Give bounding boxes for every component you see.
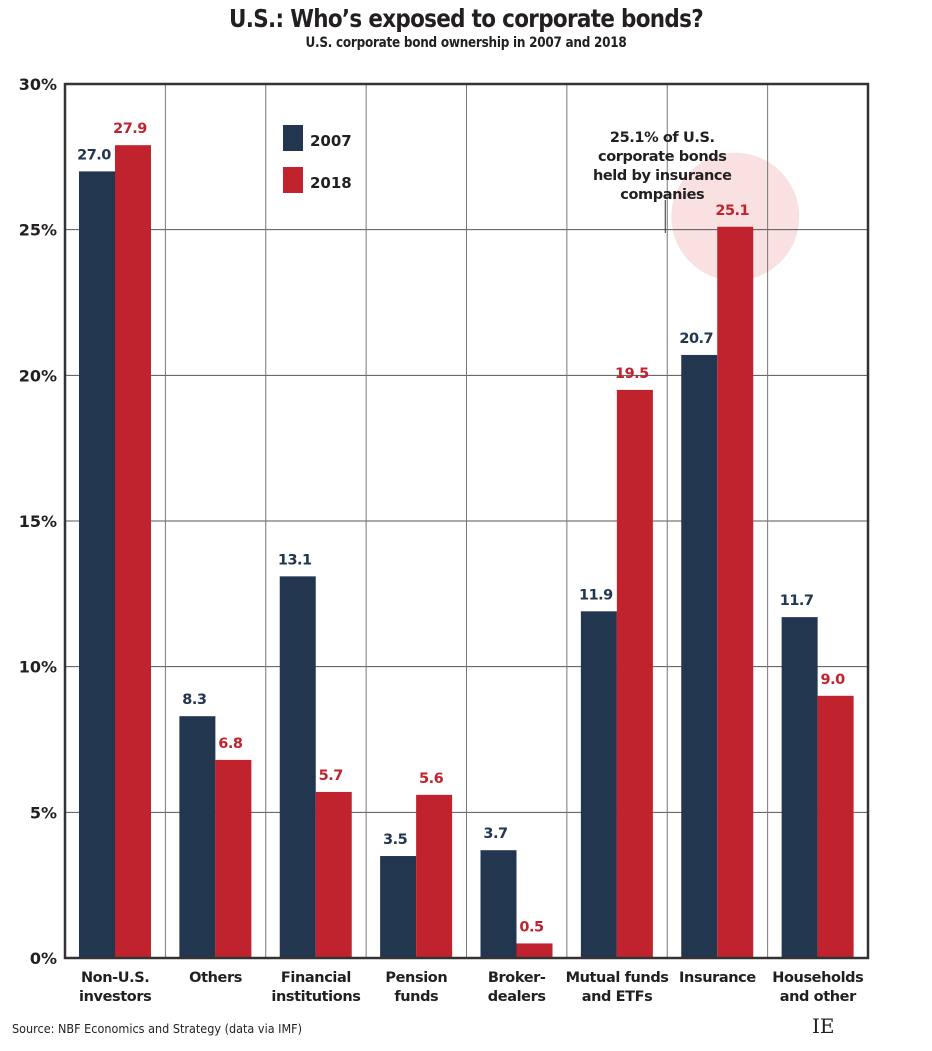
- bar-2007: [781, 617, 818, 958]
- bar-2018: [215, 759, 252, 958]
- legend-swatch-2018: [283, 167, 303, 193]
- y-tick-label: 20%: [19, 366, 57, 385]
- bar-2018: [817, 695, 854, 958]
- bar-2018: [717, 226, 754, 959]
- y-tick-label: 10%: [19, 658, 57, 677]
- y-tick-label: 5%: [30, 803, 57, 822]
- legend-label-2007: 2007: [310, 132, 352, 150]
- bar-2018: [416, 794, 453, 958]
- x-tick-label: Insurance: [679, 970, 756, 986]
- bar-2018: [315, 791, 352, 958]
- bar-2018: [516, 943, 553, 958]
- source-note: Source: NBF Economics and Strategy (data…: [12, 1021, 303, 1036]
- data-label-2007: 3.5: [383, 832, 408, 848]
- bar-2007: [380, 856, 417, 958]
- x-tick-label: Households: [772, 970, 863, 986]
- bar-2007: [179, 716, 216, 958]
- legend-swatch-2007: [283, 125, 303, 151]
- bar-2007: [480, 850, 517, 958]
- x-tick-label: Broker-: [488, 970, 546, 986]
- data-label-2007: 3.7: [483, 826, 507, 842]
- y-tick-label: 15%: [19, 512, 57, 531]
- x-tick-label: Others: [189, 970, 242, 986]
- x-tick-label: institutions: [271, 989, 360, 1005]
- data-label-2018: 19.5: [615, 366, 649, 382]
- bar-2007: [681, 354, 718, 958]
- data-label-2007: 11.7: [780, 593, 814, 609]
- data-label-2007: 8.3: [182, 692, 206, 708]
- plot-frame: [63, 82, 870, 960]
- data-label-2018: 9.0: [821, 672, 846, 688]
- x-tick-label: investors: [79, 989, 151, 1005]
- x-tick-label: Financial: [281, 970, 351, 986]
- x-tick-label: Non-U.S.: [81, 970, 149, 986]
- y-tick-label: 30%: [19, 75, 57, 94]
- bar-2007: [79, 171, 115, 958]
- bar-2018: [115, 145, 151, 958]
- x-tick-label: dealers: [488, 989, 546, 1005]
- data-label-2018: 25.1: [715, 203, 749, 219]
- annotation-text: 25.1% of U.S.: [610, 130, 715, 146]
- data-label-2018: 5.7: [319, 768, 343, 784]
- x-tick-label: funds: [394, 989, 438, 1005]
- data-label-2007: 13.1: [278, 552, 312, 568]
- chart-subtitle: U.S. corporate bond ownership in 2007 an…: [305, 35, 627, 51]
- data-label-2007: 20.7: [679, 331, 713, 347]
- data-label-2007: 11.9: [579, 587, 613, 603]
- data-label-2018: 5.6: [419, 771, 444, 787]
- bar-2018: [616, 389, 653, 958]
- bar-2007: [279, 576, 316, 958]
- publisher-logo: IE: [812, 1014, 835, 1038]
- data-label-2007: 27.0: [77, 147, 111, 163]
- x-tick-label: Mutual funds: [566, 970, 669, 986]
- annotation-text: companies: [620, 187, 704, 203]
- annotation-text: corporate bonds: [598, 149, 726, 165]
- y-tick-label: 0%: [30, 949, 57, 968]
- x-tick-label: and other: [780, 989, 857, 1005]
- bar-2007: [580, 611, 617, 958]
- x-tick-label: and ETFs: [582, 989, 653, 1005]
- legend-label-2018: 2018: [310, 174, 352, 192]
- annotation-text: held by insurance: [593, 168, 732, 184]
- data-label-2018: 0.5: [519, 919, 544, 935]
- x-tick-label: Pension: [385, 970, 447, 986]
- chart-title: U.S.: Who’s exposed to corporate bonds?: [228, 4, 704, 33]
- data-label-2018: 6.8: [218, 736, 243, 752]
- data-label-2018: 27.9: [113, 121, 147, 137]
- y-tick-label: 25%: [19, 221, 57, 240]
